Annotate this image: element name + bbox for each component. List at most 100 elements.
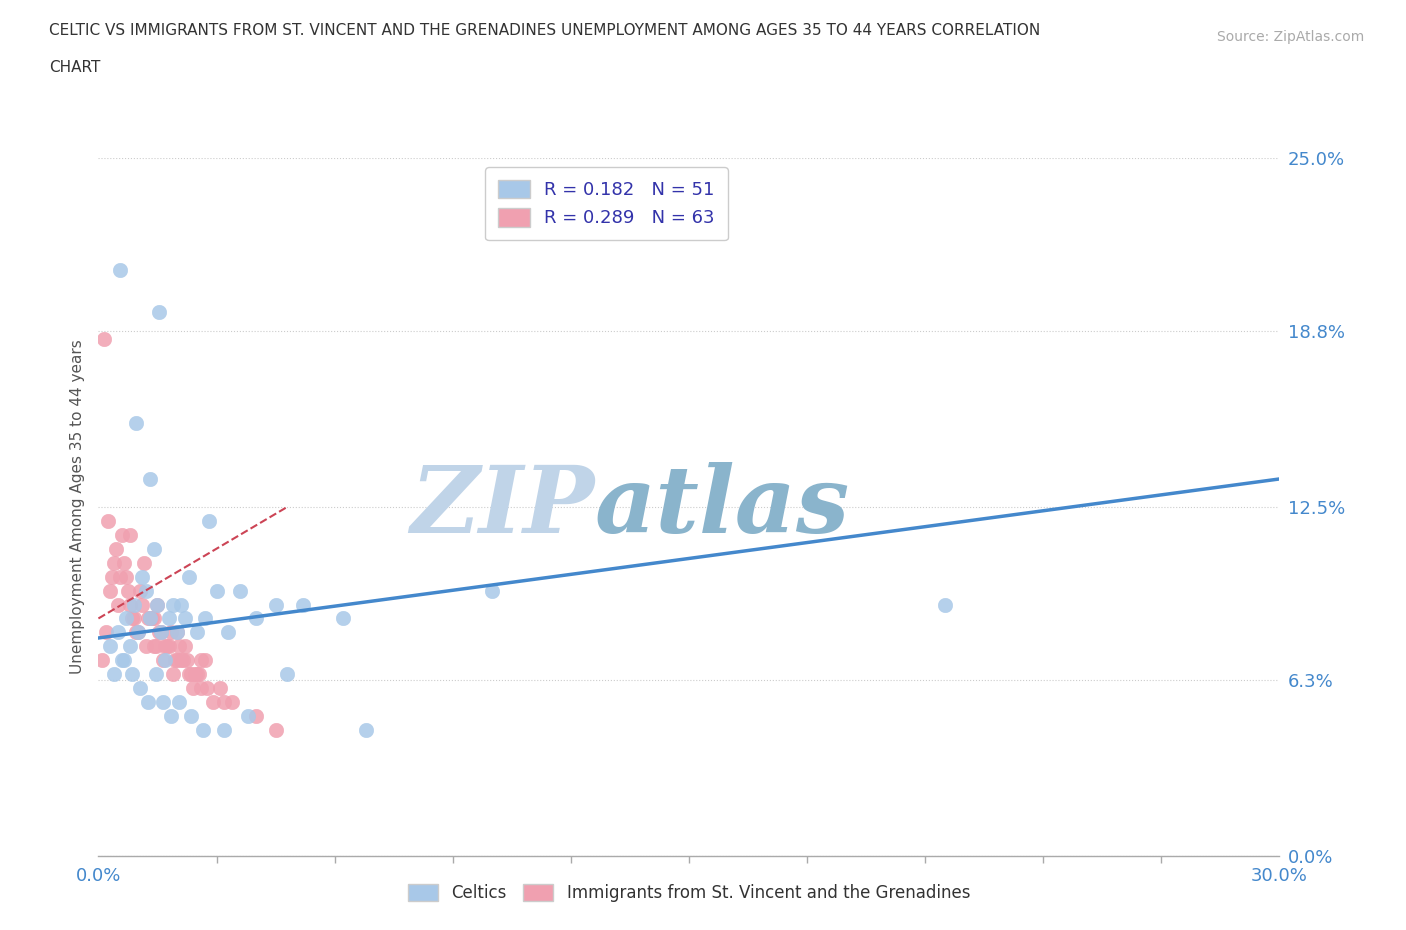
- Point: [117, 583, 139, 598]
- Point: [150, 625, 173, 640]
- Point: [236, 709, 259, 724]
- Point: [145, 639, 167, 654]
- Point: [128, 583, 150, 598]
- Point: [181, 681, 204, 696]
- Point: [180, 709, 202, 724]
- Point: [167, 695, 190, 710]
- Point: [162, 667, 184, 682]
- Point: [115, 611, 138, 626]
- Point: [174, 639, 197, 654]
- Point: [122, 611, 145, 626]
- Point: [177, 667, 200, 682]
- Point: [136, 611, 159, 626]
- Point: [150, 625, 173, 640]
- Point: [176, 653, 198, 668]
- Point: [264, 597, 287, 612]
- Point: [155, 653, 177, 668]
- Point: [194, 653, 217, 668]
- Legend: R = 0.182   N = 51, R = 0.289   N = 63: R = 0.182 N = 51, R = 0.289 N = 63: [485, 167, 728, 240]
- Point: [165, 653, 187, 668]
- Point: [214, 695, 236, 710]
- Point: [97, 513, 120, 528]
- Point: [98, 639, 121, 654]
- Point: [121, 667, 143, 682]
- Point: [98, 583, 121, 598]
- Point: [184, 667, 207, 682]
- Point: [190, 653, 212, 668]
- Point: [167, 639, 190, 654]
- Point: [174, 611, 197, 626]
- Point: [91, 653, 114, 668]
- Point: [148, 625, 170, 640]
- Point: [138, 611, 160, 626]
- Text: atlas: atlas: [595, 462, 849, 551]
- Point: [155, 639, 177, 654]
- Point: [118, 597, 141, 612]
- Point: [180, 667, 202, 682]
- Point: [229, 583, 252, 598]
- Point: [157, 611, 180, 626]
- Point: [186, 667, 208, 682]
- Point: [118, 639, 141, 654]
- Point: [276, 667, 298, 682]
- Point: [105, 541, 128, 556]
- Point: [201, 695, 224, 710]
- Point: [332, 611, 354, 626]
- Point: [245, 611, 267, 626]
- Point: [195, 681, 218, 696]
- Point: [111, 653, 134, 668]
- Point: [197, 513, 219, 528]
- Point: [172, 653, 194, 668]
- Point: [142, 611, 165, 626]
- Point: [245, 709, 267, 724]
- Point: [166, 625, 188, 640]
- Point: [160, 625, 183, 640]
- Point: [131, 597, 153, 612]
- Point: [157, 639, 180, 654]
- Point: [148, 304, 170, 319]
- Point: [142, 639, 165, 654]
- Text: CHART: CHART: [49, 60, 101, 75]
- Point: [125, 416, 148, 431]
- Point: [264, 723, 287, 737]
- Point: [190, 681, 212, 696]
- Point: [101, 569, 124, 584]
- Point: [166, 653, 188, 668]
- Point: [96, 625, 118, 640]
- Point: [136, 695, 159, 710]
- Point: [131, 569, 153, 584]
- Point: [138, 472, 160, 486]
- Point: [156, 639, 179, 654]
- Point: [166, 625, 188, 640]
- Point: [108, 569, 131, 584]
- Point: [160, 709, 183, 724]
- Point: [146, 597, 169, 612]
- Point: [111, 527, 134, 542]
- Point: [112, 653, 135, 668]
- Text: Source: ZipAtlas.com: Source: ZipAtlas.com: [1216, 30, 1364, 44]
- Point: [934, 597, 956, 612]
- Point: [115, 569, 138, 584]
- Point: [146, 597, 169, 612]
- Point: [205, 583, 228, 598]
- Point: [152, 695, 174, 710]
- Point: [118, 527, 141, 542]
- Point: [127, 625, 149, 640]
- Point: [292, 597, 315, 612]
- Legend: Celtics, Immigrants from St. Vincent and the Grenadines: Celtics, Immigrants from St. Vincent and…: [398, 874, 980, 912]
- Point: [125, 625, 148, 640]
- Point: [209, 681, 232, 696]
- Point: [194, 611, 217, 626]
- Point: [121, 611, 143, 626]
- Point: [354, 723, 377, 737]
- Point: [191, 723, 214, 737]
- Point: [138, 611, 160, 626]
- Y-axis label: Unemployment Among Ages 35 to 44 years: Unemployment Among Ages 35 to 44 years: [69, 339, 84, 674]
- Point: [135, 583, 157, 598]
- Point: [170, 597, 193, 612]
- Point: [152, 653, 174, 668]
- Point: [107, 597, 129, 612]
- Point: [132, 555, 155, 570]
- Point: [214, 723, 236, 737]
- Point: [122, 597, 145, 612]
